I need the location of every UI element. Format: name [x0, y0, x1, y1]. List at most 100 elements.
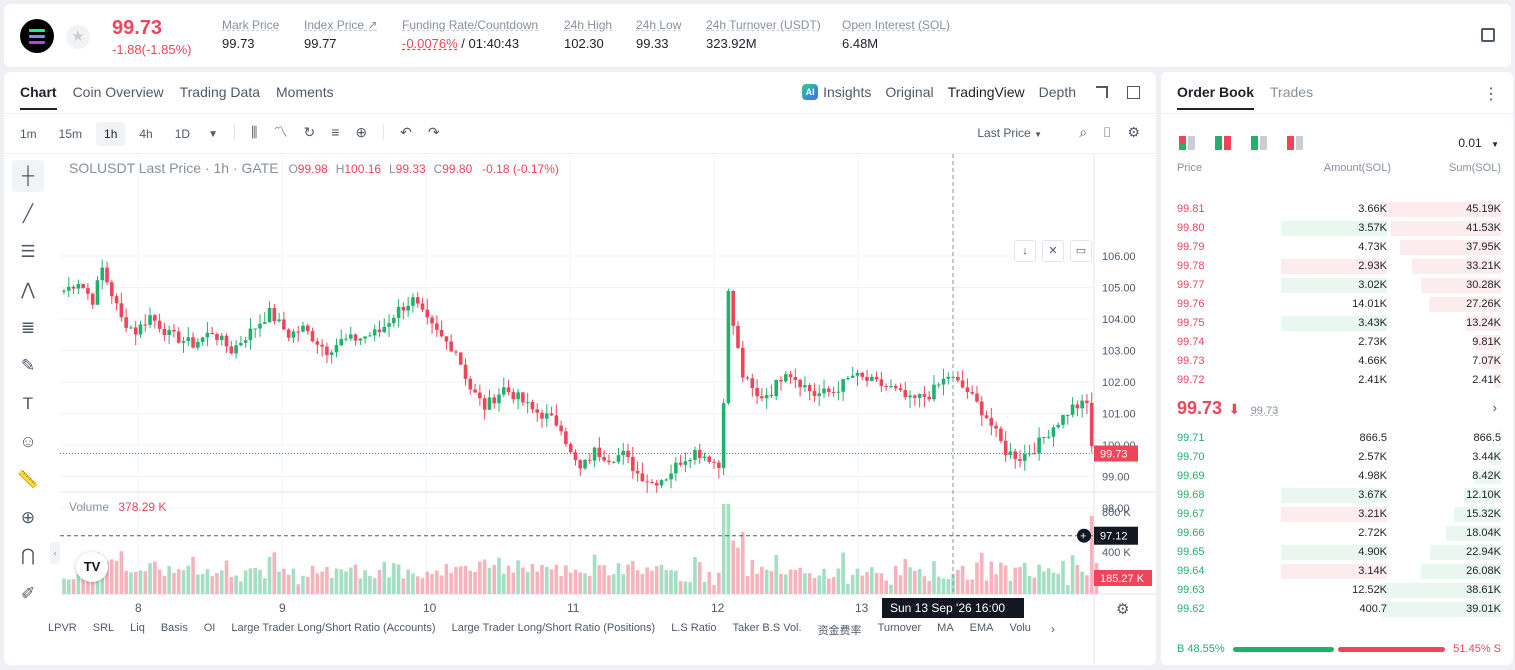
tab-trades[interactable]: Trades	[1270, 84, 1314, 100]
indicators-icon[interactable]: 〽	[273, 124, 288, 140]
indicator-item[interactable]: Large Trader Long/Short Ratio (Accounts)	[231, 622, 436, 634]
bid-row[interactable]: 99.64 3.14K 26.08K	[1177, 562, 1501, 581]
bid-row[interactable]: 99.68 3.67K 12.10K	[1177, 486, 1501, 505]
brush-icon[interactable]: ✎	[20, 356, 36, 375]
bid-row[interactable]: 99.71 866.5 866.5	[1177, 429, 1501, 448]
pattern-icon[interactable]: ⋀	[21, 280, 35, 299]
chevron-down-icon[interactable]: ▼	[208, 128, 218, 140]
volume-bar	[377, 569, 382, 594]
view-original[interactable]: Original	[885, 84, 934, 100]
indicator-item[interactable]: MA	[937, 622, 954, 634]
ask-row[interactable]: 99.81 3.66K 45.19K	[1177, 200, 1501, 219]
gear-icon[interactable]: ⚙	[1127, 124, 1140, 140]
bid-row[interactable]: 99.70 2.57K 3.44K	[1177, 448, 1501, 467]
collapse-pane-icon[interactable]: ✕	[1042, 240, 1064, 262]
indicator-item[interactable]: EMA	[969, 622, 994, 634]
timeframe-1d[interactable]: 1D	[174, 127, 191, 141]
magnet-icon[interactable]: ⋂	[21, 546, 35, 565]
divider	[4, 153, 1156, 154]
view-asks-icon[interactable]	[1287, 136, 1303, 150]
timeframe-1m[interactable]: 1m	[20, 127, 37, 141]
ask-row[interactable]: 99.78 2.93K 33.21K	[1177, 257, 1501, 276]
view-depth[interactable]: Depth	[1038, 84, 1076, 100]
timeframe-4h[interactable]: 4h	[139, 127, 153, 141]
ruler-icon[interactable]: 📏	[17, 470, 39, 489]
view-split-icon[interactable]	[1215, 136, 1231, 150]
price-chart[interactable]: 106.00 105.00 104.00 103.00 102.00 101.00 100.…	[60, 154, 1156, 664]
reset-icon[interactable]: ↻	[303, 123, 316, 140]
bid-row[interactable]: 99.63 12.52K 38.61K	[1177, 581, 1501, 600]
indicator-item[interactable]: Large Trader Long/Short Ratio (Positions…	[451, 622, 656, 634]
indicator-item[interactable]: LPVR	[48, 622, 77, 634]
more-icon[interactable]: ⋮	[1483, 86, 1499, 103]
arrow-down-icon[interactable]: ↓	[1014, 240, 1036, 262]
bid-row[interactable]: 99.69 4.98K 8.42K	[1177, 467, 1501, 486]
insights-button[interactable]: AI Insights	[802, 84, 871, 100]
undo-icon[interactable]: ↶	[400, 123, 412, 140]
ask-row[interactable]: 99.72 2.41K 2.41K	[1177, 371, 1501, 390]
ask-row[interactable]: 99.77 3.02K 30.28K	[1177, 276, 1501, 295]
ask-row[interactable]: 99.80 3.57K 41.53K	[1177, 219, 1501, 238]
tradingview-logo[interactable]: TV	[76, 552, 108, 582]
ask-row[interactable]: 99.74 2.73K 9.81K	[1177, 333, 1501, 352]
timeframe-1h[interactable]: 1h	[96, 122, 126, 146]
indicator-item[interactable]: OI	[203, 622, 216, 634]
indicator-item[interactable]: Liq	[130, 622, 145, 634]
bid-row[interactable]: 99.62 400.7 39.01K	[1177, 600, 1501, 619]
expand-icon[interactable]	[1096, 86, 1108, 98]
tab-order-book[interactable]: Order Book	[1177, 84, 1254, 110]
redo-icon[interactable]: ↷	[427, 123, 440, 140]
ask-row[interactable]: 99.75 3.43K 13.24K	[1177, 314, 1501, 333]
crosshair-icon[interactable]: ┼	[12, 160, 44, 192]
indicator-item[interactable]: Volu	[1009, 622, 1031, 634]
maximize-pane-icon[interactable]: ▭	[1070, 240, 1092, 262]
volume-bar	[301, 575, 305, 594]
chevron-right-icon[interactable]: ›	[1492, 400, 1497, 415]
view-bids-icon[interactable]	[1251, 136, 1267, 150]
bid-row[interactable]: 99.66 2.72K 18.04K	[1177, 524, 1501, 543]
mid-price-row[interactable]: 99.73 ⬇ 99.73 ›	[1177, 398, 1501, 420]
bid-row[interactable]: 99.67 3.21K 15.32K	[1177, 505, 1501, 524]
settings-icon[interactable]: ⚙	[1116, 601, 1130, 618]
view-tradingview[interactable]: TradingView	[947, 84, 1025, 100]
indicator-item[interactable]: Basis	[160, 622, 188, 634]
channel-icon[interactable]: ☰	[20, 242, 36, 261]
trend-line-icon[interactable]: ╱	[22, 204, 34, 223]
pencil-icon[interactable]: ✐	[20, 584, 36, 603]
indicator-item[interactable]: Taker B.S Vol.	[732, 622, 802, 634]
chevron-right-icon[interactable]: ›	[1051, 622, 1055, 636]
notebook-icon[interactable]	[1481, 28, 1495, 42]
volume-bar	[984, 580, 989, 594]
templates-icon[interactable]: ≡	[331, 124, 340, 140]
candle-body	[1003, 440, 1008, 456]
fib-icon[interactable]: ≣	[20, 318, 36, 337]
tab-moments[interactable]: Moments	[276, 84, 334, 100]
tab-coin-overview[interactable]: Coin Overview	[72, 84, 164, 100]
ask-row[interactable]: 99.73 4.66K 7.07K	[1177, 352, 1501, 371]
indicator-item[interactable]: Turnover	[877, 622, 922, 634]
text-icon[interactable]: T	[22, 394, 34, 413]
candlestick-chart[interactable]: 106.00 105.00 104.00 103.00 102.00 101.00 100.…	[60, 154, 1156, 664]
tick-size-select[interactable]: 0.01 ▼	[1458, 136, 1499, 150]
ask-row[interactable]: 99.76 14.01K 27.26K	[1177, 295, 1501, 314]
view-both-icon[interactable]	[1179, 136, 1195, 150]
bid-row[interactable]: 99.65 4.90K 22.94K	[1177, 543, 1501, 562]
add-indicator-icon[interactable]: ⊕	[355, 123, 368, 140]
indicator-item[interactable]: L.S Ratio	[671, 622, 717, 634]
tab-trading-data[interactable]: Trading Data	[179, 84, 261, 100]
favorite-star-icon[interactable]: ★	[66, 25, 90, 49]
zoom-in-icon[interactable]: ⊕	[20, 508, 36, 527]
emoji-icon[interactable]: ☺	[19, 432, 37, 451]
candle-body	[1089, 402, 1094, 447]
tab-chart[interactable]: Chart	[20, 84, 57, 110]
indicator-item[interactable]: 资金费率	[817, 625, 862, 637]
search-icon[interactable]: ⌕	[1079, 124, 1088, 140]
timeframe-15m[interactable]: 15m	[58, 127, 83, 141]
indicator-item[interactable]: SRL	[92, 622, 115, 634]
camera-icon[interactable]: ⌷	[1103, 124, 1112, 140]
candle-type-icon[interactable]: ⫼	[251, 123, 258, 140]
collapse-toolbar-icon[interactable]: ‹	[50, 542, 60, 564]
ask-row[interactable]: 99.79 4.73K 37.95K	[1177, 238, 1501, 257]
fullscreen-icon[interactable]	[1127, 86, 1140, 99]
price-type-select[interactable]: Last Price ▼	[977, 126, 1042, 140]
